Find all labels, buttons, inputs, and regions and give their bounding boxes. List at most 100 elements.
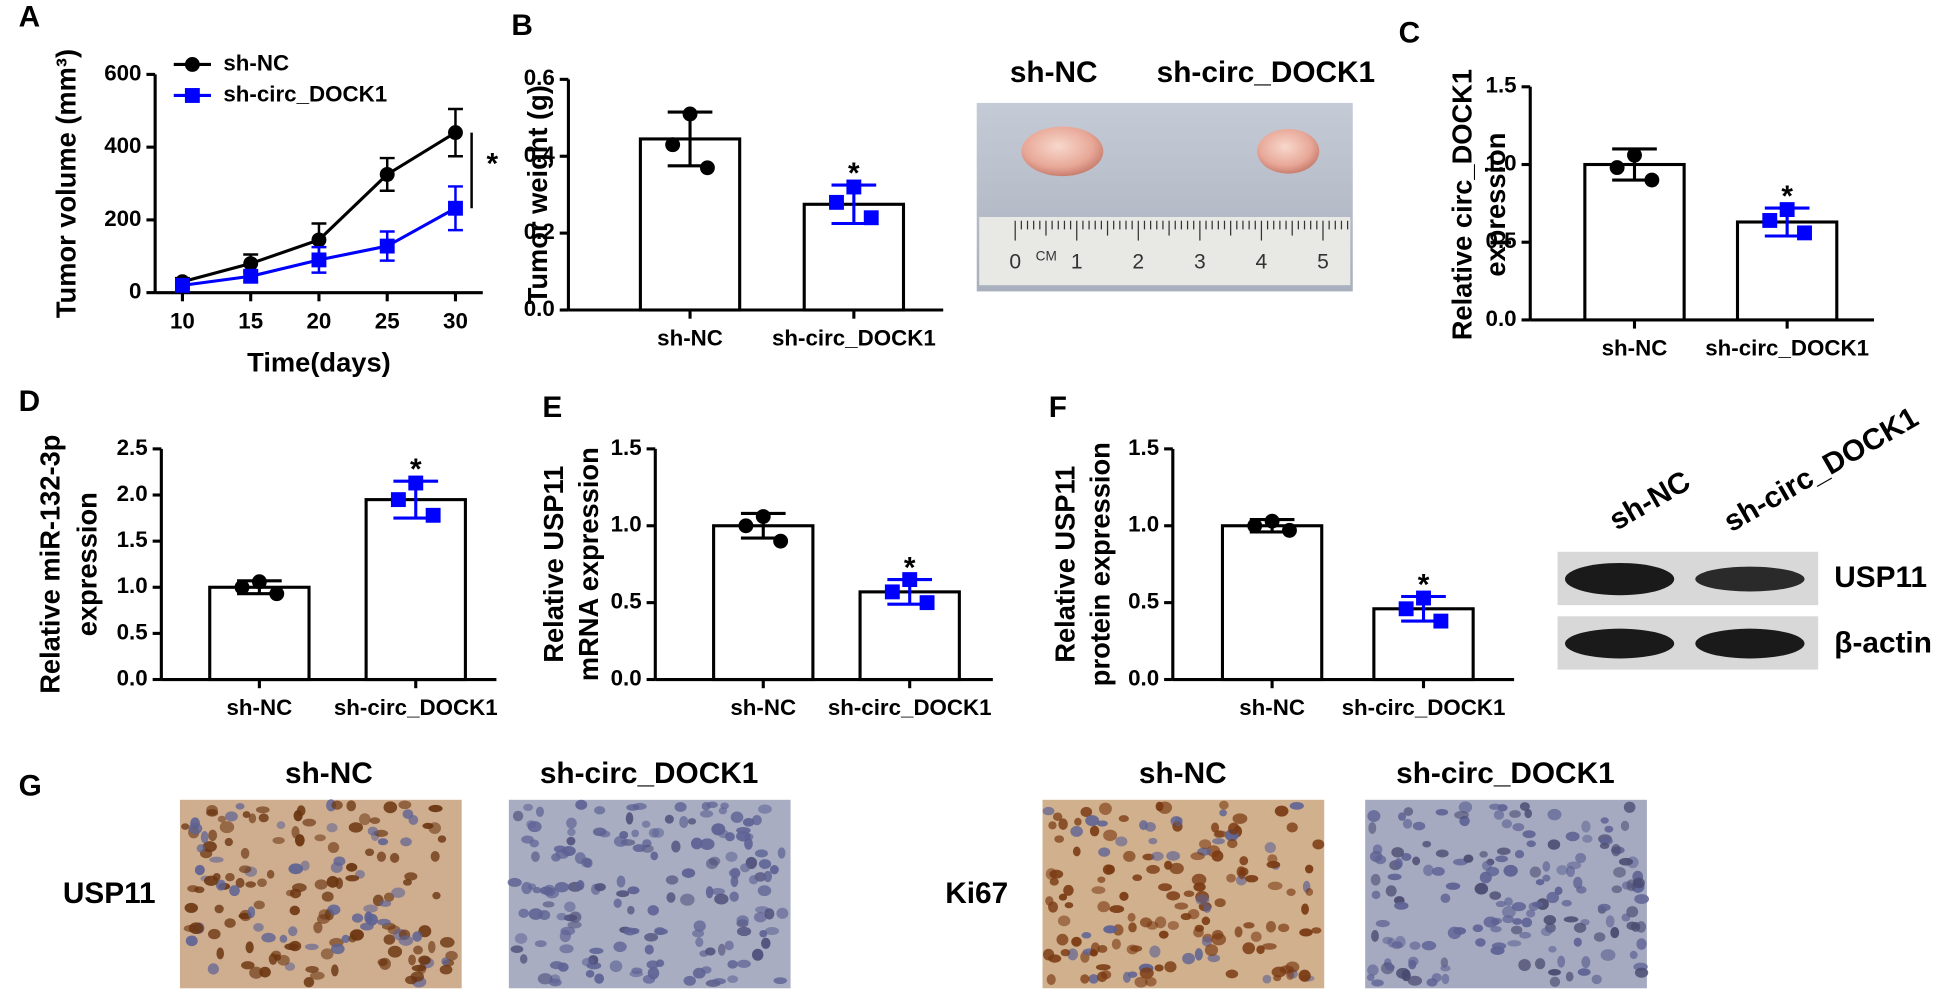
nucleus xyxy=(1512,918,1523,925)
nucleus xyxy=(1198,839,1212,850)
nucleus xyxy=(345,874,360,882)
nucleus xyxy=(235,877,245,888)
panel-label: F xyxy=(1049,391,1067,424)
nucleus xyxy=(518,908,529,918)
nucleus xyxy=(1298,969,1311,982)
nucleus xyxy=(627,886,640,895)
nucleus xyxy=(1496,847,1511,856)
nucleus xyxy=(641,820,651,828)
bar xyxy=(1583,162,1686,322)
nucleus xyxy=(1266,860,1281,869)
nucleus xyxy=(1238,868,1246,880)
nucleus xyxy=(671,840,681,853)
nucleus xyxy=(554,881,569,893)
nucleus xyxy=(560,926,576,936)
nucleus xyxy=(1524,808,1532,819)
marker xyxy=(408,475,424,491)
nucleus xyxy=(1097,944,1108,953)
nucleus xyxy=(627,905,635,915)
nucleus xyxy=(1435,849,1449,858)
ihc-column-label: sh-NC xyxy=(1139,757,1227,790)
nucleus xyxy=(277,954,290,966)
nucleus xyxy=(1475,938,1486,947)
nucleus xyxy=(519,954,528,964)
nucleus xyxy=(1577,968,1591,976)
y-tick-label: 200 xyxy=(104,206,141,231)
nucleus xyxy=(1088,974,1099,984)
marker xyxy=(1797,225,1812,241)
nucleus xyxy=(1174,902,1189,910)
nucleus xyxy=(348,934,357,943)
nucleus xyxy=(648,828,660,838)
nucleus xyxy=(291,883,307,893)
x-tick-label: 20 xyxy=(307,308,332,333)
nucleus xyxy=(644,933,659,942)
nucleus xyxy=(242,811,251,818)
nucleus xyxy=(1407,975,1423,986)
nucleus xyxy=(537,973,553,985)
nucleus xyxy=(1211,933,1227,946)
nucleus xyxy=(654,927,666,936)
nucleus xyxy=(1182,952,1195,965)
nucleus xyxy=(1368,821,1377,834)
nucleus xyxy=(566,817,577,829)
nucleus xyxy=(300,860,310,871)
nucleus xyxy=(1174,817,1183,827)
nucleus xyxy=(1242,942,1256,955)
nucleus xyxy=(736,830,751,842)
nucleus xyxy=(1540,927,1552,937)
nucleus xyxy=(1119,891,1129,901)
nucleus xyxy=(1187,908,1200,920)
nucleus xyxy=(564,901,576,913)
nucleus xyxy=(1402,818,1413,829)
nucleus xyxy=(632,844,646,852)
nucleus xyxy=(1127,971,1138,978)
nucleus xyxy=(583,858,593,868)
marker xyxy=(919,595,935,611)
legend-label: sh-NC xyxy=(223,50,289,75)
nucleus xyxy=(693,920,706,932)
nucleus xyxy=(1219,800,1229,810)
nucleus xyxy=(751,948,764,961)
nucleus xyxy=(666,892,676,903)
nucleus xyxy=(1132,874,1143,882)
nucleus xyxy=(1403,807,1414,816)
y-axis-label: Tumor weight (g) xyxy=(522,85,553,304)
nucleus xyxy=(576,880,585,891)
nucleus xyxy=(1095,964,1111,971)
nucleus xyxy=(214,904,224,914)
ihc-row-label: USP11 xyxy=(63,877,156,910)
nucleus xyxy=(542,901,555,908)
nucleus xyxy=(1067,948,1079,961)
nucleus xyxy=(769,865,779,875)
nucleus xyxy=(1521,917,1533,928)
nucleus xyxy=(303,977,315,988)
nucleus xyxy=(404,872,418,881)
bar xyxy=(712,524,815,682)
nucleus xyxy=(717,943,726,956)
nucleus xyxy=(681,868,696,878)
nucleus xyxy=(1514,850,1525,859)
nucleus xyxy=(1085,815,1100,827)
nucleus xyxy=(1157,801,1173,814)
nucleus xyxy=(1501,819,1513,829)
nucleus xyxy=(1618,857,1634,866)
nucleus xyxy=(631,829,639,838)
nucleus xyxy=(683,975,696,986)
nucleus xyxy=(272,837,285,844)
nucleus xyxy=(1408,956,1419,967)
nucleus xyxy=(1146,864,1160,874)
nucleus xyxy=(185,935,198,947)
nucleus xyxy=(730,875,739,888)
marker xyxy=(174,277,190,293)
nucleus xyxy=(1072,846,1081,857)
marker xyxy=(846,179,862,195)
marker xyxy=(425,507,441,523)
nucleus xyxy=(574,852,586,865)
nucleus xyxy=(616,875,626,888)
nucleus xyxy=(1546,891,1560,904)
nucleus xyxy=(369,817,381,824)
nucleus xyxy=(1599,842,1610,850)
nucleus xyxy=(1080,806,1093,818)
ruler-label: 3 xyxy=(1194,250,1206,273)
